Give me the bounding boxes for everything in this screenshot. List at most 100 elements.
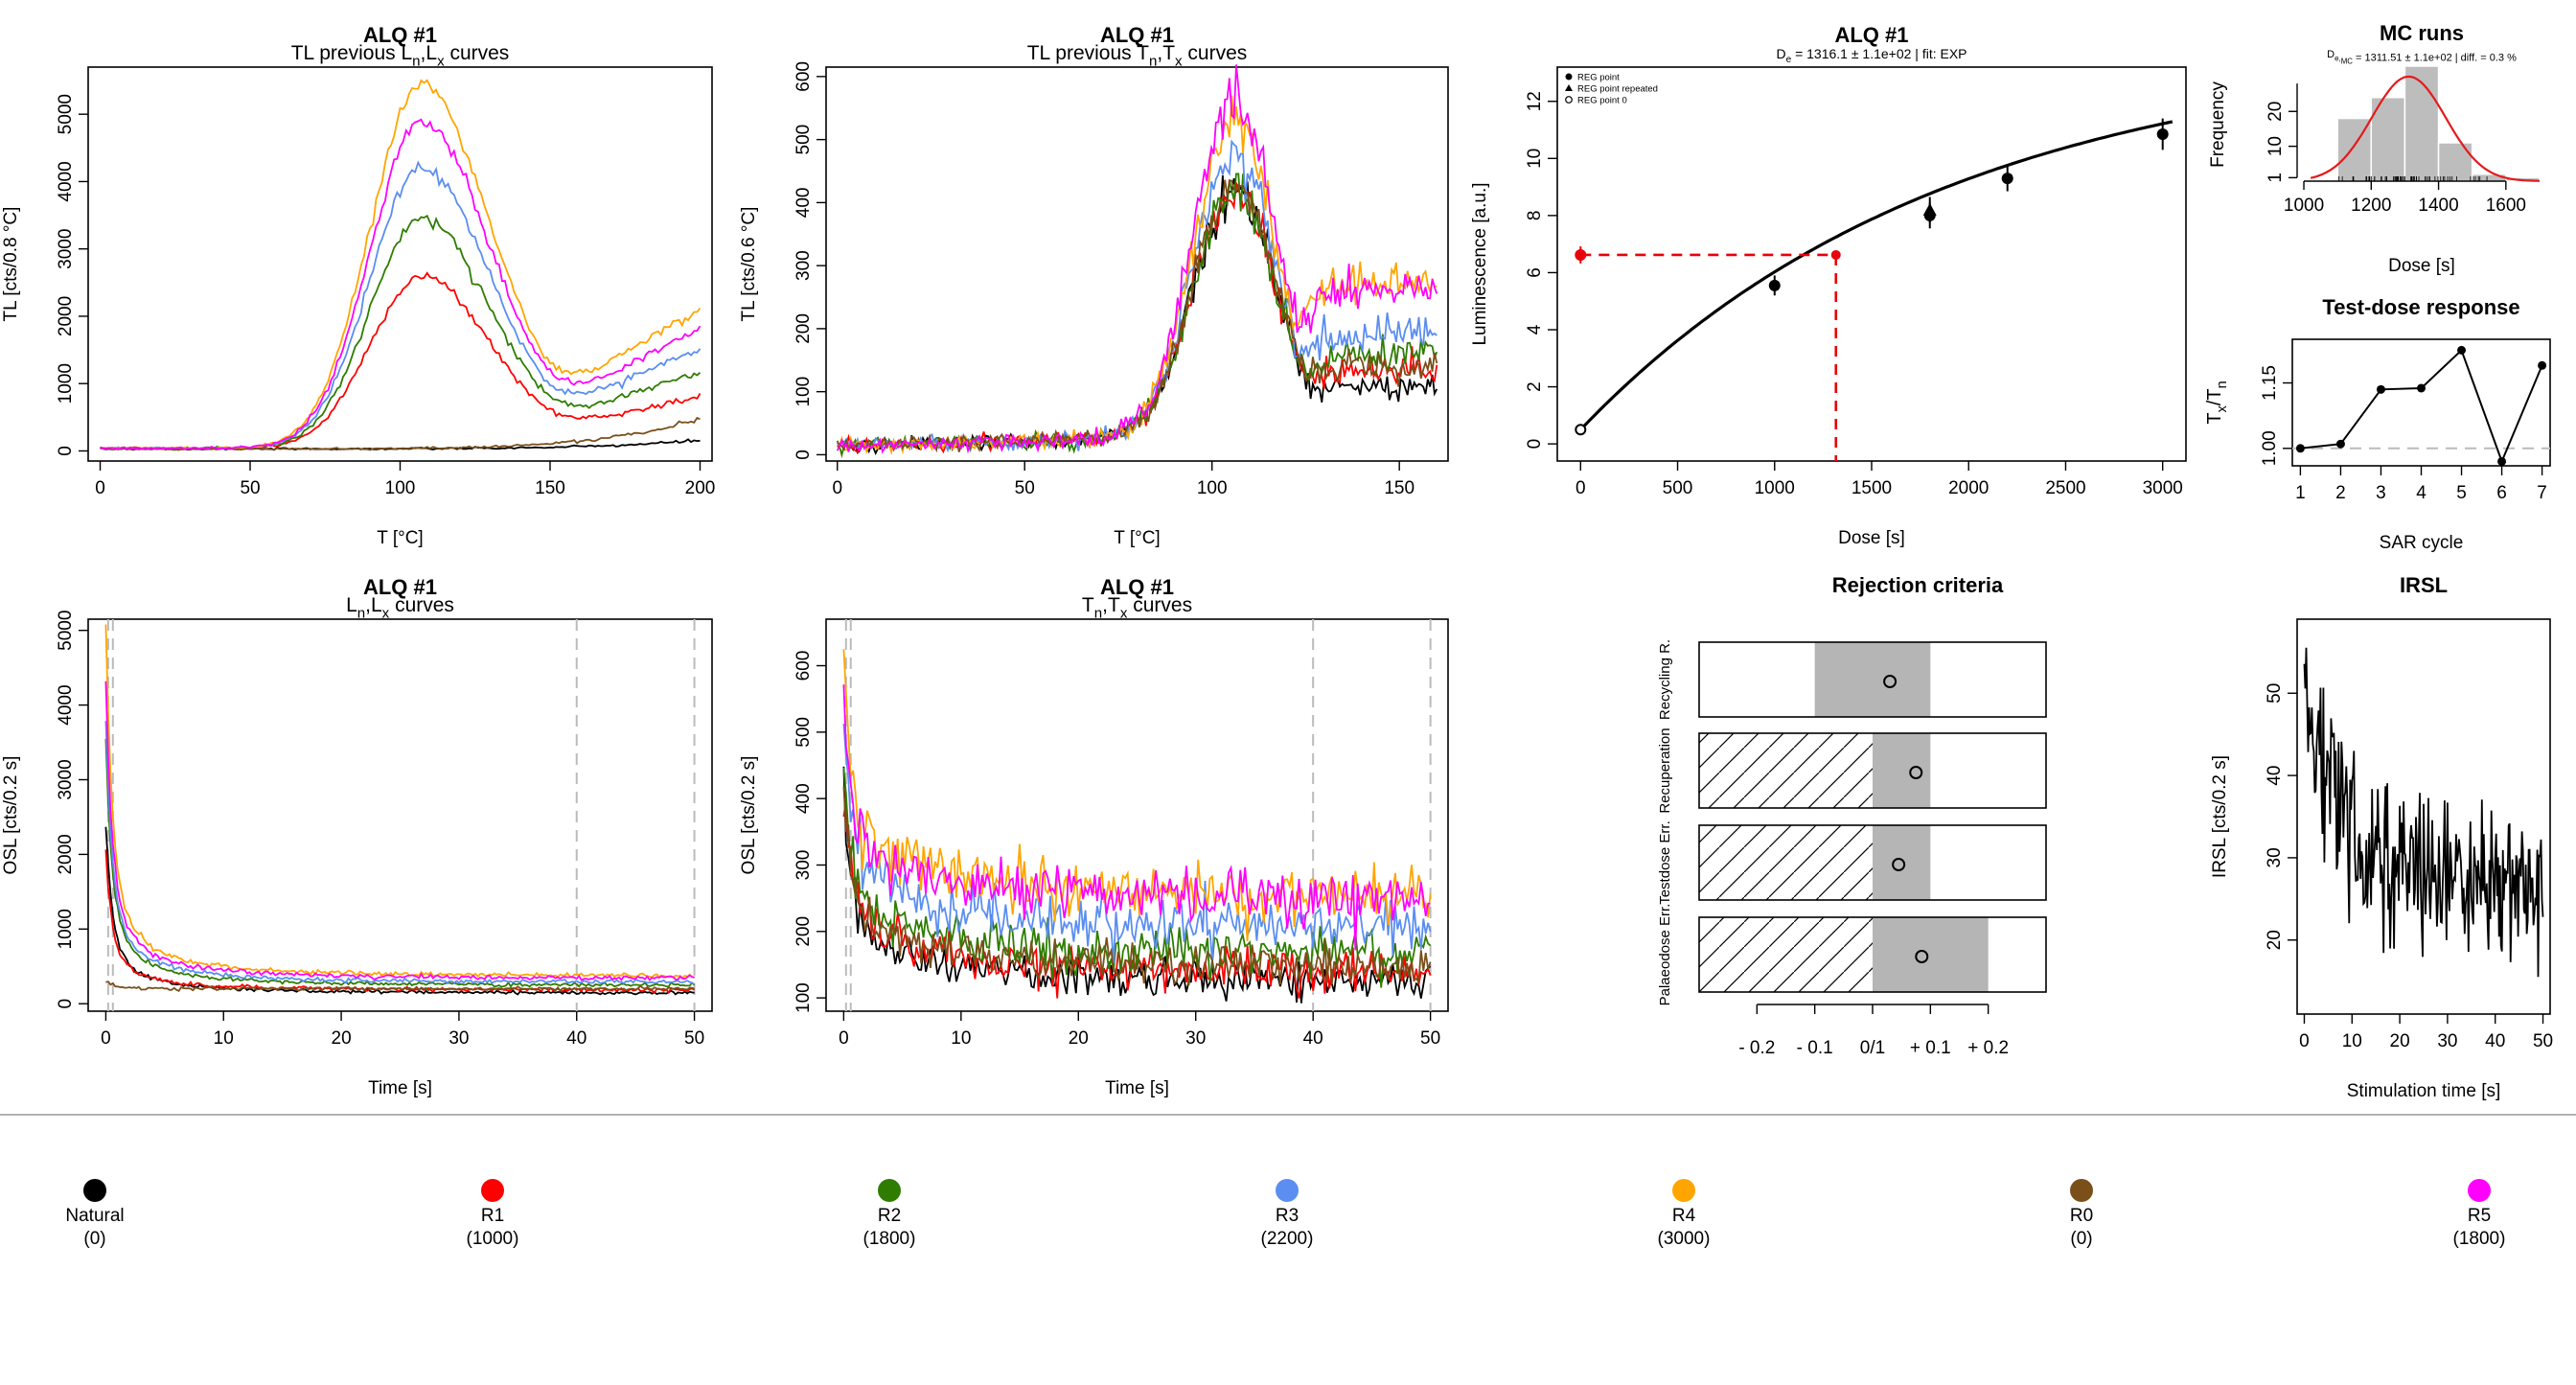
legend-reg-repeated: REG point repeated	[1577, 84, 1658, 95]
growth-y-label: Luminescence [a.u.]	[1470, 182, 1490, 345]
osl_lnlx-y-label: OSL [cts/0.2 s]	[1, 756, 21, 875]
y-tick-label: 500	[794, 717, 814, 748]
tl_lnlx-x-label: T [°C]	[377, 528, 423, 548]
de-point	[1830, 249, 1841, 260]
y-tick-label: 0	[56, 446, 76, 456]
irsl-y-label: IRSL [cts/0.2 s]	[2210, 755, 2230, 878]
osl_tntx-panel: 0 10 20 30 40 50 100 200 300 400 500 600 ALQ #1Tn,Tx…	[739, 575, 1449, 1098]
y-tick-label: 40	[2265, 766, 2285, 786]
rejection-tick-label: + 0.1	[1910, 1038, 1951, 1058]
x-tick-label: 5	[2456, 483, 2467, 503]
legend-dose: (1000)	[467, 1229, 519, 1249]
legend-item-r0: R0(0)	[2070, 1179, 2093, 1249]
x-tick-label: 50	[2533, 1031, 2553, 1051]
x-tick-label: 4	[2416, 483, 2426, 503]
rejection-range-bar	[1873, 917, 1989, 992]
series-r4	[842, 649, 1432, 942]
legend-item-natural: Natural (0)	[65, 1179, 125, 1249]
y-tick-label: 1	[2266, 173, 2286, 183]
x-tick-label: 200	[685, 478, 716, 498]
tl_tntx-x-label: T [°C]	[1114, 528, 1160, 548]
x-tick-label: 1600	[2486, 196, 2526, 216]
histogram-bar	[2471, 173, 2507, 182]
legend-item-r2: R2 (1800)	[863, 1179, 915, 1249]
x-tick-label: 50	[1015, 478, 1035, 498]
reg-point	[2156, 127, 2169, 140]
rejection-range-bar	[1814, 642, 1931, 717]
testdose-title: Test-dose response	[2322, 295, 2519, 319]
plot-frame	[825, 66, 1449, 462]
y-tick-label: 1.00	[2260, 430, 2280, 466]
x-tick-label: 10	[214, 1028, 234, 1049]
series-r1	[100, 271, 702, 450]
y-tick-label: 2	[1525, 381, 1545, 392]
rejection-row-label: Palaeodose Err.	[1657, 904, 1673, 1006]
y-tick-label: 0	[1525, 439, 1545, 450]
y-tick-label: 12	[1525, 91, 1545, 111]
y-tick-label: 5000	[56, 611, 76, 651]
reg-point-0	[1575, 424, 1587, 436]
testdose-point	[2457, 345, 2467, 355]
legend-name: R1	[481, 1206, 504, 1226]
legend-name: R3	[1276, 1206, 1299, 1226]
testdose-panel: 1 2 3 4 5 6 7 1.00 1.15 Test-dose response SAR cyc…	[2204, 295, 2551, 553]
rejection-tick-label: - 0.1	[1797, 1038, 1833, 1058]
legend-swatch	[83, 1179, 106, 1202]
series-r3	[104, 721, 695, 985]
osl_tntx-y-label: OSL [cts/0.2 s]	[739, 756, 759, 875]
x-tick-label: 2	[2335, 483, 2346, 503]
testdose-point	[2376, 384, 2385, 394]
rejection-range-bar	[1873, 825, 1931, 900]
series-r5	[104, 681, 695, 981]
series-r0	[105, 981, 695, 993]
rejection-value-point	[1915, 950, 1929, 963]
legend-swatch	[2468, 1179, 2491, 1202]
legend-name: R2	[878, 1206, 901, 1226]
x-tick-label: 3000	[2143, 478, 2183, 498]
fit-curve	[1579, 120, 2174, 431]
osl_tntx-x-label: Time [s]	[1105, 1078, 1169, 1098]
plot-frame	[2296, 618, 2551, 1015]
legend-reg-point: REG point	[1577, 73, 1620, 83]
legend-dose: (0)	[83, 1229, 105, 1249]
x-tick-label: 7	[2537, 483, 2547, 503]
rejection-value-point	[1883, 675, 1898, 688]
legend-dose: (2200)	[1261, 1229, 1314, 1249]
legend-swatch	[1672, 1179, 1695, 1202]
reg-point	[2001, 173, 2013, 185]
x-tick-label: 2500	[2045, 478, 2085, 498]
mc-subtitle: De,MC = 1311.51 ± 1.1e+02 | diff. = 0.3 …	[2327, 49, 2517, 66]
y-tick-label: 1000	[56, 909, 76, 949]
mc-runs-panel: 1000 1200 1400 1600 1 10 20 MC runs De,MC = 1311…	[2208, 21, 2541, 276]
x-tick-label: 20	[1069, 1028, 1089, 1049]
x-tick-label: 20	[332, 1028, 352, 1049]
rejection-tick-label: - 0.2	[1738, 1038, 1775, 1058]
irsl-curve	[2303, 647, 2544, 978]
x-tick-label: 500	[1663, 478, 1693, 498]
growth-title: ALQ #1	[1834, 23, 1908, 47]
plot-frame	[87, 66, 713, 462]
y-tick-label: 6	[1525, 267, 1545, 278]
tl_tntx-y-label: TL [cts/0.6 °C]	[739, 207, 759, 322]
legend-reg-point0-symbol	[1565, 96, 1573, 104]
rejection-value-point	[1909, 766, 1923, 779]
testdose-y-label: Tx/Tn	[2204, 381, 2230, 424]
rejection-row-label: Recuperation	[1657, 727, 1673, 813]
x-tick-label: 20	[2390, 1031, 2410, 1051]
x-tick-label: 1400	[2418, 196, 2458, 216]
y-tick-label: 5000	[56, 94, 76, 134]
legend-swatch	[481, 1179, 504, 1202]
x-tick-label: 10	[2342, 1031, 2362, 1051]
density-curve	[2310, 75, 2541, 182]
irsl-panel: 0 10 20 30 40 50 20 30 40 50 IRSL Stimulation time …	[2210, 573, 2553, 1101]
y-tick-label: 4	[1525, 324, 1545, 335]
series-r0	[842, 786, 1432, 986]
series-r4	[837, 95, 1438, 455]
testdose-point	[2417, 383, 2426, 393]
osl_tntx-subtitle: Tn,Tx curves	[1082, 594, 1192, 621]
x-tick-label: 2000	[1948, 478, 1989, 498]
rejection-row-frame	[1698, 916, 2047, 993]
legend-item-r5: R5 (1800)	[2453, 1179, 2505, 1249]
